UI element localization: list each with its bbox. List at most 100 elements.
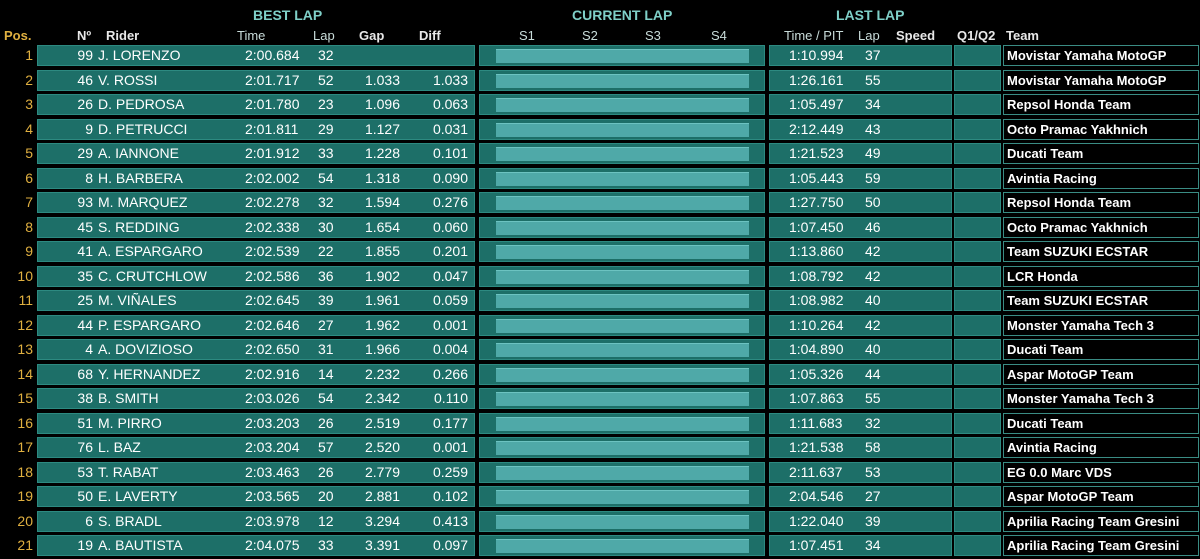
q1q2-cell — [954, 437, 1001, 458]
best-lap-cell-group — [37, 535, 475, 556]
current-lap-header: CURRENT LAP — [572, 7, 673, 23]
best-lap-cell-group — [37, 388, 475, 409]
best-time-column-header: Time — [237, 28, 266, 43]
position-cell: 1 — [25, 47, 33, 63]
best-lap-cell-group — [37, 290, 475, 311]
last-lap-cell-group — [769, 363, 952, 385]
rider-name-cell: M. MARQUEZ — [98, 194, 188, 210]
last-lap-cell-group — [769, 388, 952, 409]
best-lap-cell-group — [37, 339, 475, 360]
gap-cell: 2.881 — [364, 488, 400, 504]
table-row: 21 19 A. BAUTISTA 2:04.075 33 3.391 0.09… — [0, 534, 1200, 559]
team-name-cell: Monster Yamaha Tech 3 — [1007, 317, 1154, 333]
last-lap-column-header: Lap — [858, 28, 880, 43]
position-cell: 2 — [25, 71, 33, 88]
last-time-cell: 1:07.451 — [789, 537, 844, 553]
team-name-cell: Ducati Team — [1007, 342, 1084, 357]
gap-cell: 1.961 — [364, 292, 400, 308]
rider-number-cell: 68 — [77, 365, 93, 382]
rider-number-cell: 99 — [77, 47, 93, 63]
best-lap-cell: 29 — [318, 120, 334, 137]
q1q2-cell — [954, 388, 1001, 409]
last-lap-cell-group — [769, 412, 952, 434]
current-lap-progress-bar — [496, 245, 749, 259]
best-lap-cell: 32 — [318, 47, 334, 63]
gap-cell: 2.519 — [364, 414, 400, 431]
last-time-cell: 1:27.750 — [789, 194, 844, 210]
best-time-cell: 2:01.912 — [245, 145, 300, 161]
last-time-cell: 1:10.994 — [789, 47, 844, 63]
q1q2-cell — [954, 290, 1001, 311]
rider-name-cell: S. BRADL — [98, 512, 162, 529]
s1-column-header: S1 — [519, 28, 535, 43]
diff-cell: 0.001 — [432, 316, 468, 333]
current-lap-progress-bar — [496, 343, 749, 357]
gap-cell: 3.391 — [364, 537, 400, 553]
s2-column-header: S2 — [582, 28, 598, 43]
team-name-cell: Octo Pramac Yakhnich — [1007, 219, 1148, 235]
team-cell — [1003, 143, 1199, 164]
best-lap-cell: 31 — [318, 341, 334, 357]
gap-cell: 1.594 — [364, 194, 400, 210]
table-row: 12 44 P. ESPARGARO 2:02.646 27 1.962 0.0… — [0, 314, 1200, 339]
pos-column-header: Pos. — [4, 28, 32, 43]
current-lap-progress-bar — [496, 416, 749, 431]
position-cell: 18 — [17, 463, 33, 480]
best-lap-cell-group — [37, 510, 475, 532]
position-cell: 9 — [25, 243, 33, 259]
q1q2-cell — [954, 314, 1001, 336]
rider-name-cell: T. RABAT — [98, 463, 159, 480]
table-row: 11 25 M. VIÑALES 2:02.645 39 1.961 0.059… — [0, 289, 1200, 314]
q1q2-cell — [954, 118, 1001, 140]
best-lap-cell-group — [37, 167, 475, 189]
rider-number-cell: 44 — [77, 316, 93, 333]
position-cell: 7 — [25, 194, 33, 210]
team-cell — [1003, 167, 1199, 189]
last-time-cell: 1:22.040 — [789, 512, 844, 529]
best-lap-cell: 33 — [318, 145, 334, 161]
best-lap-cell: 26 — [318, 463, 334, 480]
rider-name-cell: A. DOVIZIOSO — [98, 341, 193, 357]
q1q2-cell — [954, 69, 1001, 91]
rider-name-cell: L. BAZ — [98, 439, 141, 455]
best-time-cell: 2:02.916 — [245, 365, 300, 382]
table-row: 20 6 S. BRADL 2:03.978 12 3.294 0.413 1:… — [0, 510, 1200, 535]
team-cell — [1003, 535, 1199, 556]
last-lap-cell: 53 — [865, 463, 881, 480]
team-name-cell: Repsol Honda Team — [1007, 97, 1132, 112]
table-row: 2 46 V. ROSSI 2:01.717 52 1.033 1.033 1:… — [0, 69, 1200, 94]
position-cell: 4 — [25, 120, 33, 137]
last-lap-cell: 49 — [865, 145, 881, 161]
best-time-cell: 2:01.717 — [245, 71, 300, 88]
team-cell — [1003, 94, 1199, 115]
table-row: 7 93 M. MARQUEZ 2:02.278 32 1.594 0.276 … — [0, 191, 1200, 216]
last-time-cell: 2:04.546 — [789, 488, 844, 504]
best-time-cell: 2:03.203 — [245, 414, 300, 431]
gap-cell: 1.962 — [364, 316, 400, 333]
team-cell — [1003, 118, 1199, 140]
rider-name-cell: D. PETRUCCI — [98, 120, 188, 137]
last-time-cell: 1:26.161 — [789, 71, 844, 88]
rider-number-cell: 9 — [85, 120, 93, 137]
diff-cell: 0.266 — [432, 365, 468, 382]
current-lap-progress-bar — [496, 539, 749, 553]
rider-number-cell: 51 — [77, 414, 93, 431]
team-name-cell: EG 0.0 Marc VDS — [1007, 464, 1112, 480]
q1q2-cell — [954, 265, 1001, 287]
team-cell — [1003, 192, 1199, 213]
diff-cell: 0.004 — [432, 341, 468, 357]
last-lap-cell-group — [769, 241, 952, 262]
rider-number-cell: 53 — [77, 463, 93, 480]
rider-name-cell: Y. HERNANDEZ — [98, 365, 201, 382]
team-cell — [1003, 216, 1199, 238]
diff-cell: 0.059 — [432, 292, 468, 308]
rider-name-cell: A. IANNONE — [98, 145, 179, 161]
last-lap-cell-group — [769, 461, 952, 483]
last-time-cell: 1:21.538 — [789, 439, 844, 455]
table-row: 14 68 Y. HERNANDEZ 2:02.916 14 2.232 0.2… — [0, 363, 1200, 388]
current-lap-progress-bar — [496, 392, 749, 406]
current-lap-progress-bar — [496, 220, 749, 235]
table-row: 15 38 B. SMITH 2:03.026 54 2.342 0.110 1… — [0, 387, 1200, 412]
best-lap-cell-group — [37, 143, 475, 164]
diff-cell: 0.101 — [432, 145, 468, 161]
